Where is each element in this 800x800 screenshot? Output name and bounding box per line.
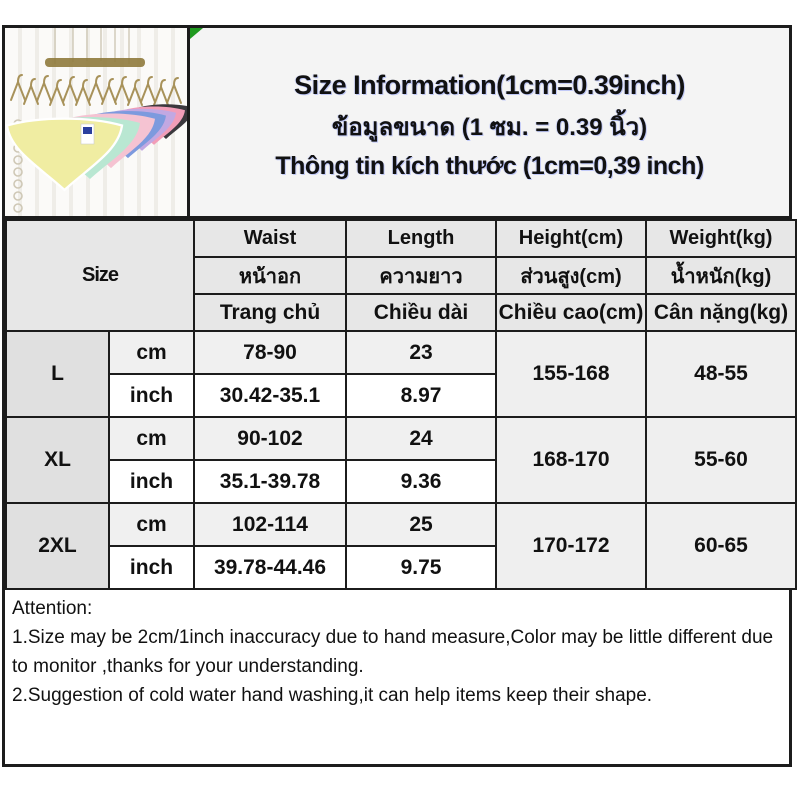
size-l-cell: L	[5, 330, 110, 418]
header-height-vi: Chiều cao(cm)	[495, 293, 647, 332]
unit-cell: inch	[108, 545, 195, 590]
table-row: 2XL cm 102-114 25 170-172 60-65	[5, 502, 797, 590]
length-value: 24	[345, 416, 497, 461]
size-2xl-cell: 2XL	[5, 502, 110, 590]
header-length-vi: Chiều dài	[345, 293, 497, 332]
panties	[5, 104, 187, 192]
top-section: Size Information(1cm=0.39inch) ข้อมูลขนา…	[5, 28, 789, 219]
table-row: inch 30.42-35.1 8.97	[6, 373, 796, 418]
title-panel: Size Information(1cm=0.39inch) ข้อมูลขนา…	[190, 28, 789, 216]
header-waist-vi: Trang chủ	[193, 293, 347, 332]
attention-line-2: 2.Suggestion of cold water hand washing,…	[12, 685, 653, 706]
attention-heading: Attention:	[12, 598, 93, 619]
unit-cell: cm	[108, 502, 195, 547]
chain	[13, 119, 23, 213]
table-row: inch 39.78-44.46 9.75	[6, 545, 796, 590]
unit-cell: cm	[108, 330, 195, 375]
header-weight-en: Weight(kg)	[645, 219, 797, 258]
header-row-english: Size Waist Length Height(cm) Weight(kg)	[5, 219, 797, 332]
header-row-thai: หน้าอก ความยาว ส่วนสูง(cm) น้ำหนัก(kg)	[6, 256, 797, 295]
tag-flag	[83, 127, 92, 134]
weight-value: 55-60	[645, 416, 797, 504]
title-vietnamese: Thông tin kích thước (1cm=0,39 inch)	[275, 151, 704, 180]
size-xl-cell: XL	[5, 416, 110, 504]
waist-value: 90-102	[193, 416, 347, 461]
unit-cell: cm	[108, 416, 195, 461]
header-row-vietnamese: Trang chủ Chiều dài Chiều cao(cm) Cân nặ…	[6, 293, 797, 332]
header-height-th: ส่วนสูง(cm)	[495, 256, 647, 295]
size-table: Size Waist Length Height(cm) Weight(kg) …	[5, 219, 797, 590]
height-value: 170-172	[495, 502, 647, 590]
unit-cell: inch	[108, 373, 195, 418]
length-value: 9.36	[345, 459, 497, 504]
table-row: inch 35.1-39.78 9.36	[6, 459, 796, 504]
length-value: 25	[345, 502, 497, 547]
attention-note: Attention: 1.Size may be 2cm/1inch inacc…	[5, 590, 789, 764]
length-value: 9.75	[345, 545, 497, 590]
table-row: L cm 78-90 23 155-168 48-55	[5, 330, 797, 418]
header-weight-vi: Cân nặng(kg)	[645, 293, 797, 332]
header-weight-th: น้ำหนัก(kg)	[645, 256, 797, 295]
unit-cell: inch	[108, 459, 195, 504]
brass-rod	[45, 58, 145, 67]
table-row: XL cm 90-102 24 168-170 55-60	[5, 416, 797, 504]
attention-line-1: 1.Size may be 2cm/1inch inaccuracy due t…	[12, 627, 774, 677]
height-value: 168-170	[495, 416, 647, 504]
weight-value: 48-55	[645, 330, 797, 418]
header-length-en: Length	[345, 219, 497, 258]
header-length-th: ความยาว	[345, 256, 497, 295]
waist-value: 35.1-39.78	[193, 459, 347, 504]
weight-value: 60-65	[645, 502, 797, 590]
waist-value: 39.78-44.46	[193, 545, 347, 590]
title-english: Size Information(1cm=0.39inch)	[294, 69, 685, 100]
header-waist-th: หน้าอก	[193, 256, 347, 295]
green-corner-icon	[190, 28, 203, 39]
hangers	[10, 74, 182, 106]
header-waist-en: Waist	[193, 219, 347, 258]
product-photo-illustration	[5, 28, 187, 213]
height-value: 155-168	[495, 330, 647, 418]
panty-yellow	[5, 117, 124, 192]
product-photo	[5, 28, 190, 216]
title-thai: ข้อมูลขนาด (1 ซม. = 0.39 นิ้ว)	[331, 113, 648, 141]
length-value: 8.97	[345, 373, 497, 418]
length-value: 23	[345, 330, 497, 375]
size-chart-panel: Size Information(1cm=0.39inch) ข้อมูลขนา…	[2, 25, 797, 767]
size-corner-cell: Size	[5, 219, 195, 332]
waist-value: 78-90	[193, 330, 347, 375]
waist-value: 30.42-35.1	[193, 373, 347, 418]
header-height-en: Height(cm)	[495, 219, 647, 258]
waist-value: 102-114	[193, 502, 347, 547]
